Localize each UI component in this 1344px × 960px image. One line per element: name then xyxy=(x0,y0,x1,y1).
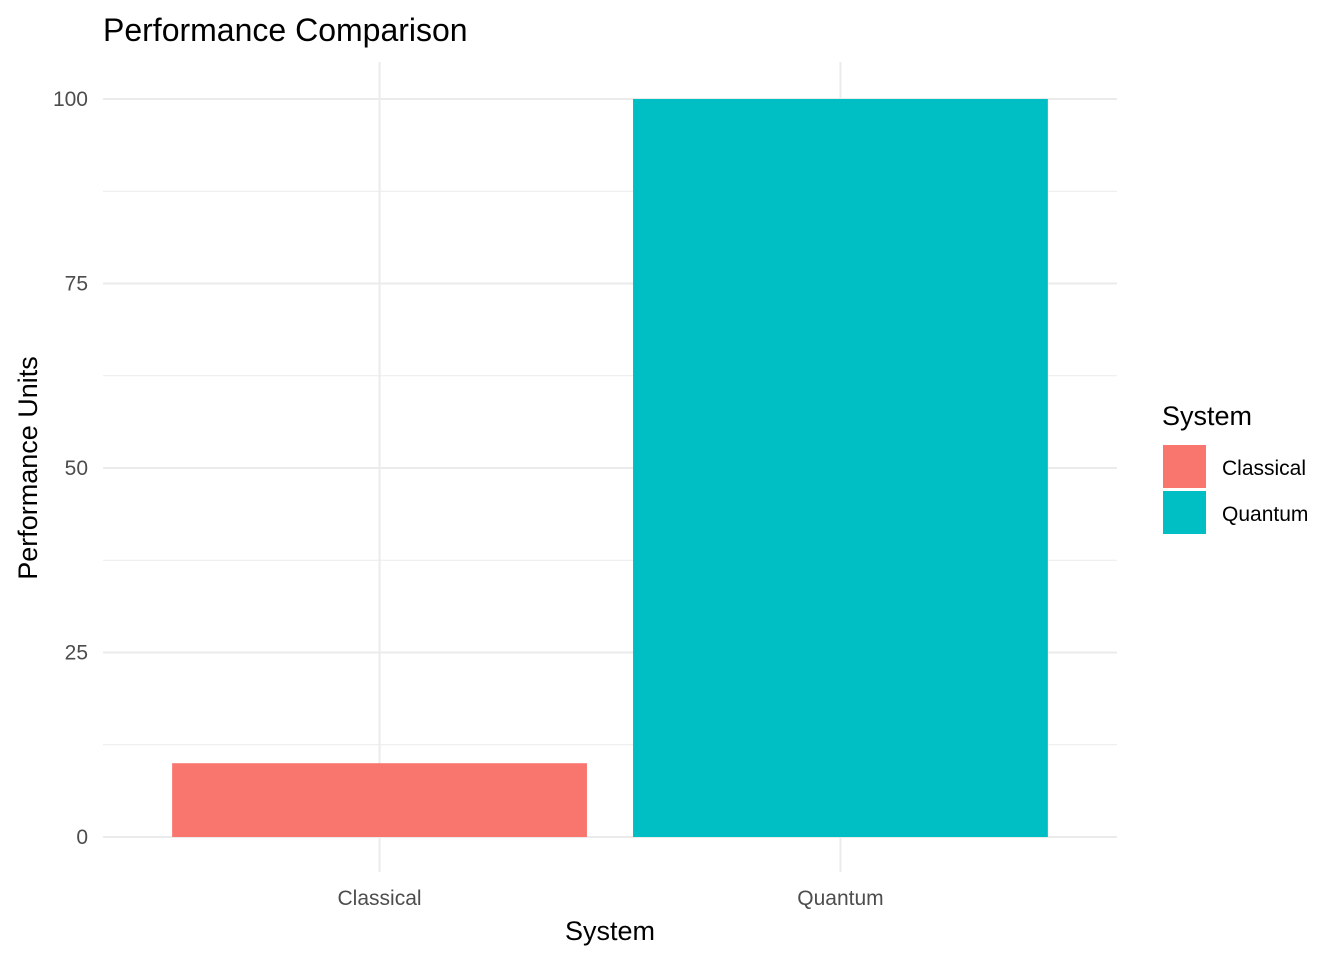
legend-label-quantum: Quantum xyxy=(1222,503,1308,526)
x-tick-label: Classical xyxy=(338,887,422,910)
legend-key-quantum xyxy=(1163,491,1206,534)
legend-title: System xyxy=(1162,401,1252,431)
y-tick-labels: 0 25 50 75 100 xyxy=(53,88,88,849)
legend-key-classical xyxy=(1163,445,1206,488)
legend-label-classical: Classical xyxy=(1222,457,1306,480)
y-tick-label: 25 xyxy=(65,642,88,665)
bar-classical xyxy=(172,763,587,837)
x-tick-label: Quantum xyxy=(797,887,883,910)
y-tick-label: 75 xyxy=(65,273,88,296)
chart-title: Performance Comparison xyxy=(103,12,468,48)
y-tick-label: 100 xyxy=(53,88,88,111)
bars xyxy=(172,99,1048,837)
x-tick-labels: Classical Quantum xyxy=(338,887,884,910)
y-axis-title: Performance Units xyxy=(13,356,43,580)
bar-quantum xyxy=(633,99,1048,837)
legend: System Classical Quantum xyxy=(1162,401,1308,534)
y-tick-label: 50 xyxy=(65,457,88,480)
y-tick-label: 0 xyxy=(76,826,88,849)
x-axis-title: System xyxy=(565,916,655,946)
